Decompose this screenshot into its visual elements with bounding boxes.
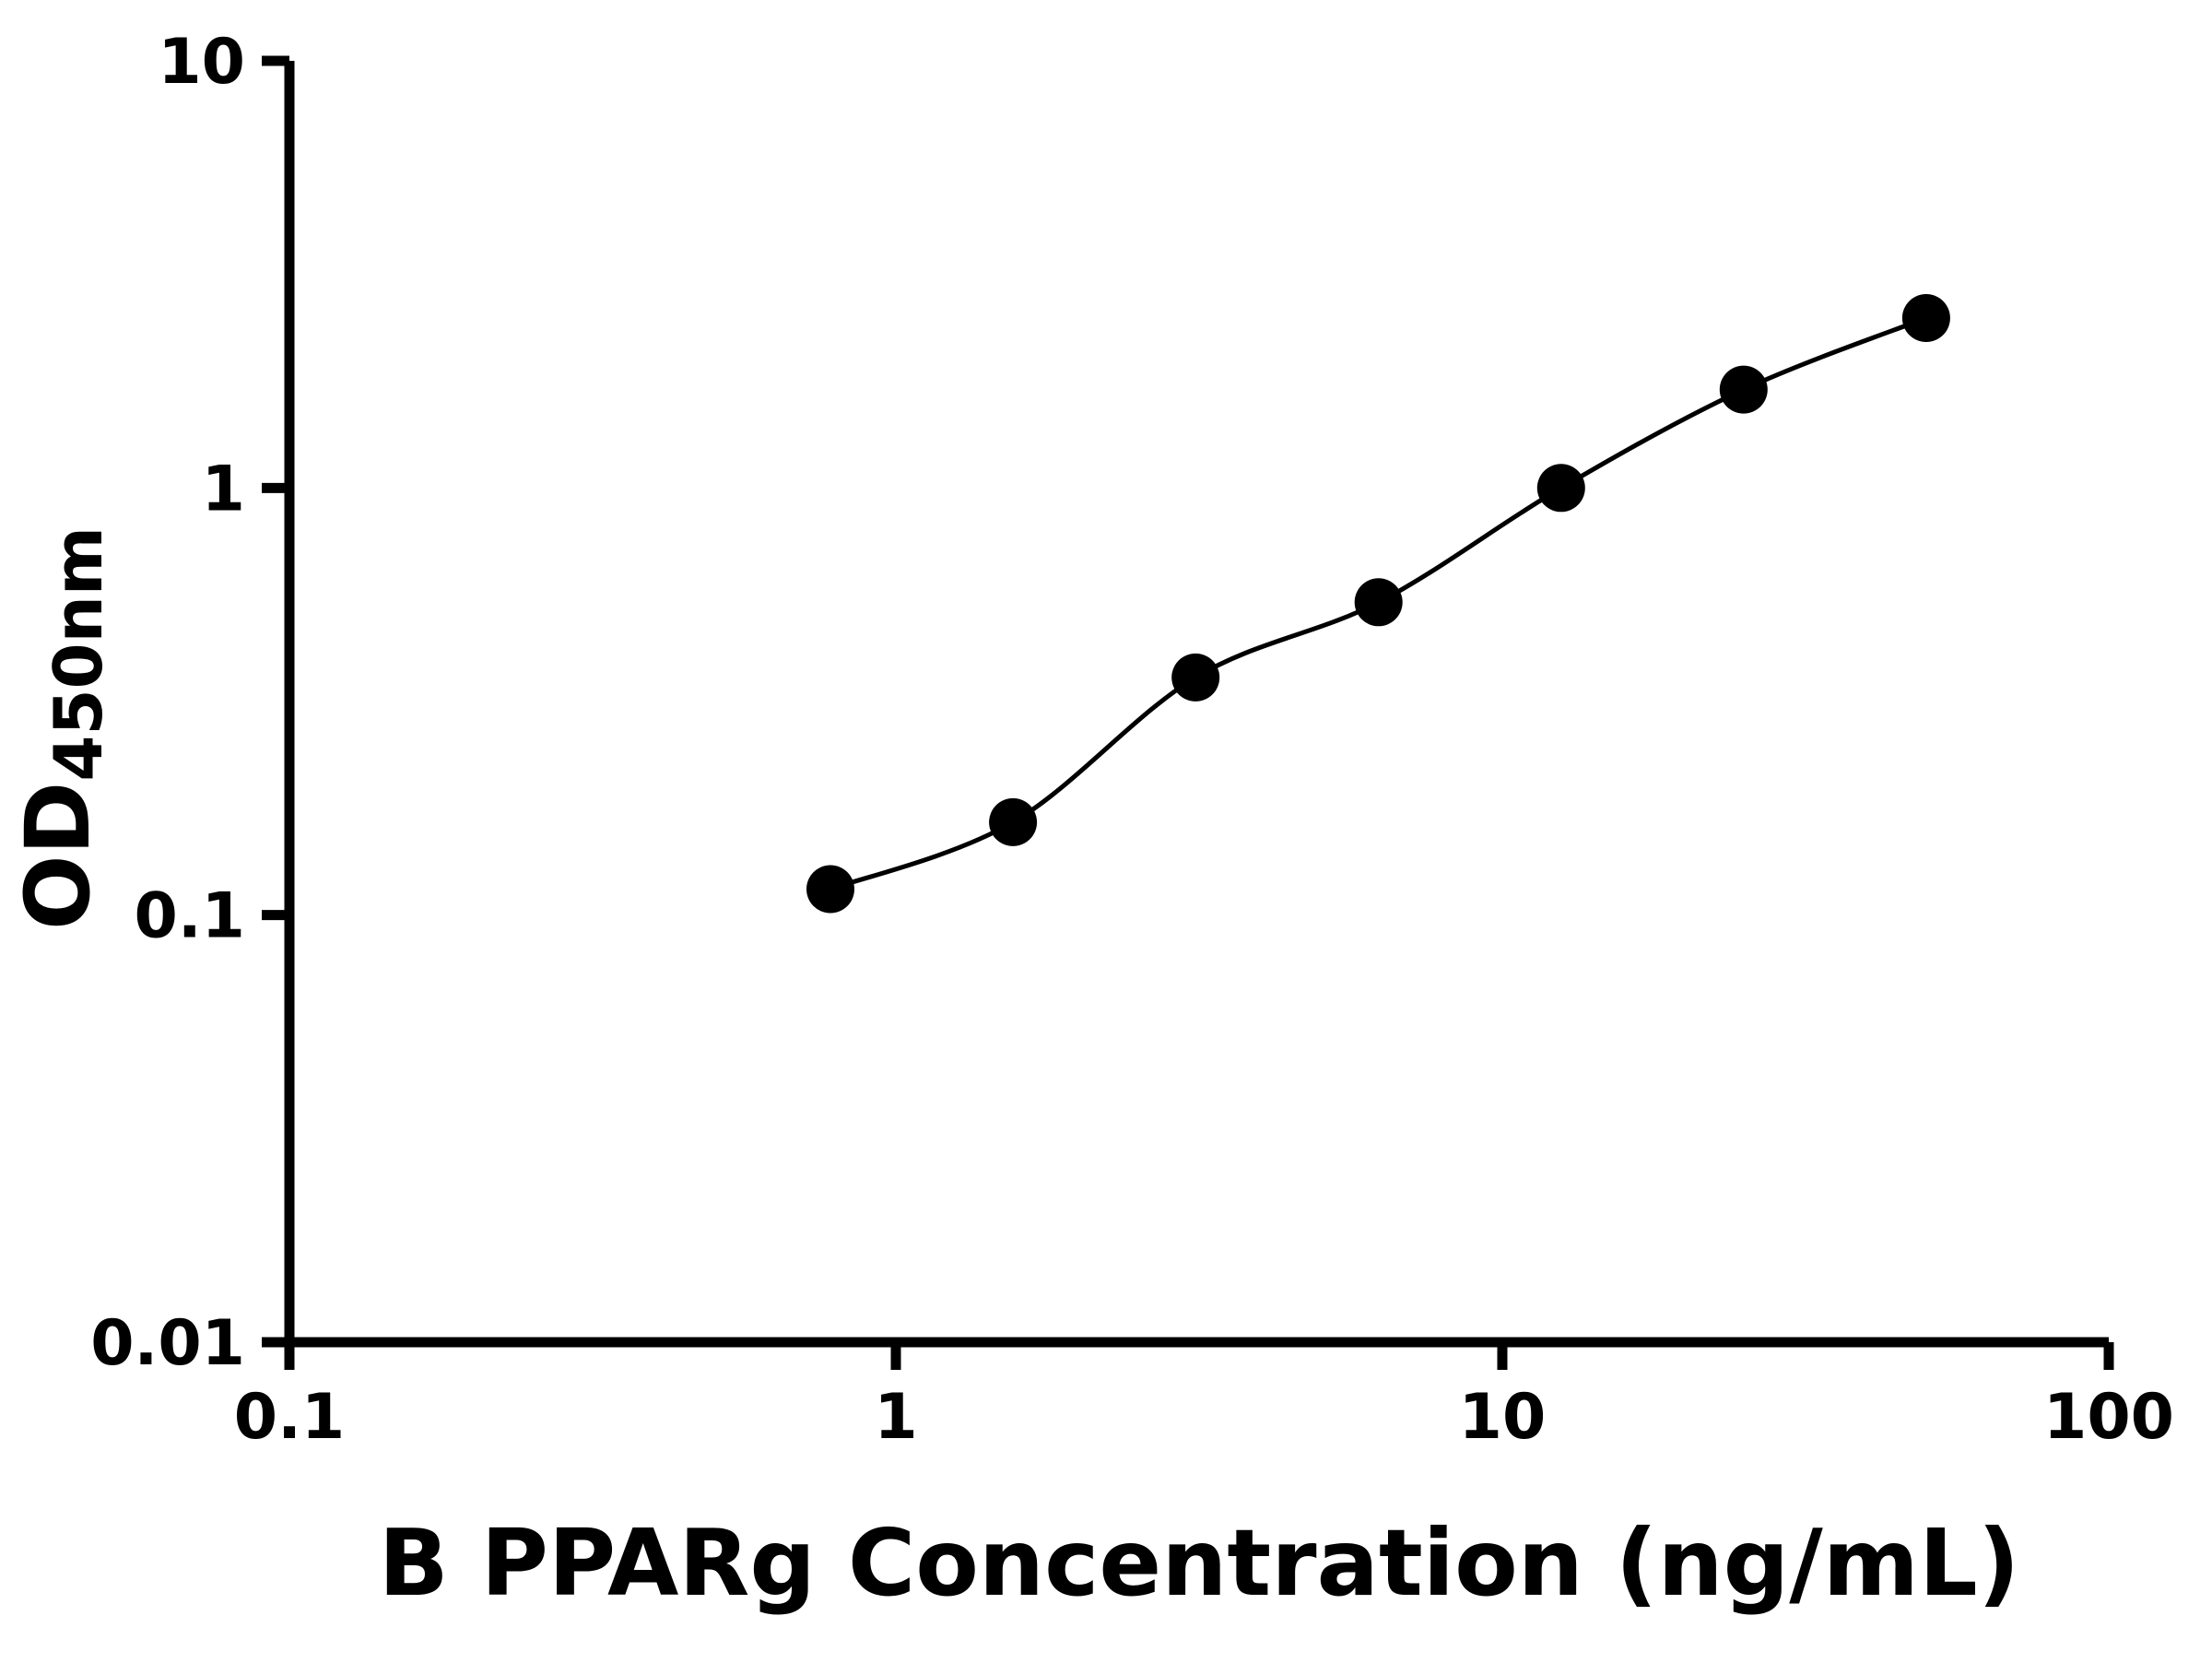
x-tick-label: 1 — [874, 1381, 917, 1454]
svg-text:OD450nm: OD450nm — [6, 526, 117, 930]
data-point — [989, 797, 1038, 846]
x-axis-title: B PPARg Concentration (ng/mL) — [379, 1509, 2020, 1617]
data-point — [1901, 294, 1950, 342]
axis-spines — [284, 61, 2109, 1348]
data-point — [1171, 653, 1220, 702]
y-axis-title: OD450nm — [6, 526, 117, 930]
y-axis-title-sub: 450nm — [40, 526, 117, 782]
y-tick-label: 0.01 — [90, 1307, 245, 1380]
y-tick-label: 0.1 — [135, 880, 245, 953]
data-point — [806, 865, 854, 914]
y-tick-label: 1 — [202, 453, 245, 525]
plot-group — [806, 294, 1950, 914]
data-point — [1719, 365, 1768, 414]
x-tick-label: 0.1 — [234, 1381, 345, 1454]
y-axis-title-main: OD — [6, 782, 110, 930]
x-tick-label: 10 — [1459, 1381, 1547, 1454]
data-point — [1536, 464, 1585, 513]
y-tick-label: 10 — [158, 26, 245, 99]
data-point — [1354, 578, 1403, 627]
x-tick-label: 100 — [2043, 1381, 2174, 1454]
